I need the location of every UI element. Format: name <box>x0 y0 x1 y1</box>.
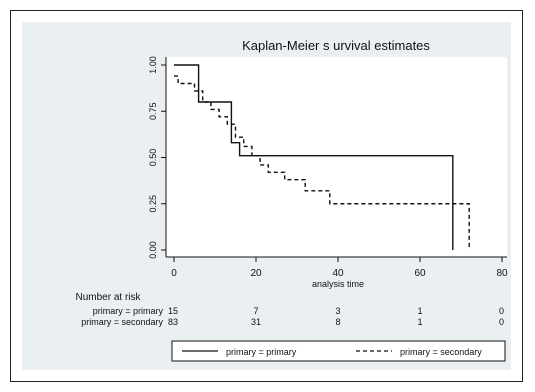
risk-value: 7 <box>253 306 258 316</box>
risk-row-label: primary = secondary <box>81 317 163 327</box>
x-axis-label: analysis time <box>312 279 364 289</box>
chart-title: Kaplan-Meier s urvival estimates <box>242 38 430 53</box>
y-tick-label: 0.50 <box>148 149 158 167</box>
risk-table-title: Number at risk <box>75 292 141 303</box>
risk-value: 1 <box>417 317 422 327</box>
series-layer <box>174 64 470 250</box>
risk-value: 8 <box>335 317 340 327</box>
risk-value: 15 <box>168 306 178 316</box>
risk-row-label: primary = primary <box>93 306 164 316</box>
legend-box <box>171 340 506 362</box>
axes: 0.00 0.25 0.50 0.75 1.00 0 20 40 60 80 <box>148 56 508 279</box>
survival-curve-primary <box>174 64 454 250</box>
risk-value: 3 <box>335 306 340 316</box>
x-tick-label: 80 <box>496 268 508 279</box>
legend-label-primary: primary = primary <box>226 347 297 357</box>
risk-value: 83 <box>168 317 178 327</box>
risk-value: 31 <box>251 317 261 327</box>
x-tick-label: 40 <box>332 268 344 279</box>
y-tick-label: 0.75 <box>148 102 158 120</box>
x-tick-label: 0 <box>171 268 177 279</box>
y-tick-label: 0.25 <box>148 195 158 213</box>
risk-value: 0 <box>499 317 504 327</box>
survival-curve-secondary <box>174 75 470 250</box>
legend: primary = primary primary = secondary <box>171 340 506 362</box>
risk-value: 1 <box>417 306 422 316</box>
y-tick-label: 0.00 <box>148 241 158 259</box>
x-tick-label: 60 <box>414 268 426 279</box>
plot-area <box>166 57 507 257</box>
x-tick-label: 20 <box>250 268 262 279</box>
risk-value: 0 <box>499 306 504 316</box>
y-tick-label: 1.00 <box>148 56 158 74</box>
legend-label-secondary: primary = secondary <box>400 347 482 357</box>
